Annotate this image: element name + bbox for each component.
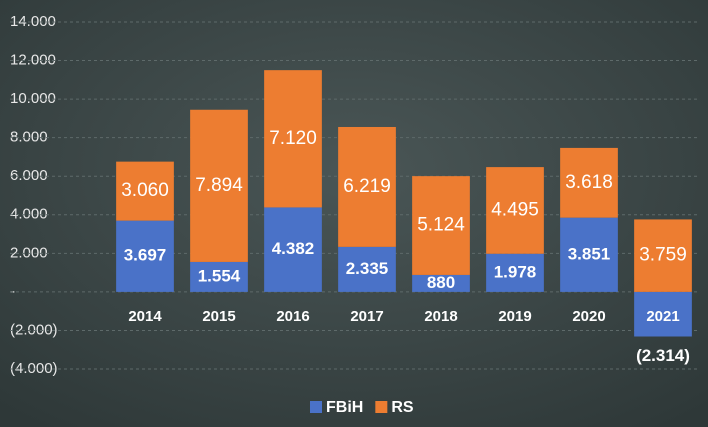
y-tick-label: (2.000): [10, 321, 58, 338]
data-label: 3.060: [121, 180, 169, 201]
data-label: 4.495: [491, 199, 539, 220]
bar: [116, 161, 174, 221]
bar: [190, 261, 248, 292]
bar: [486, 167, 544, 254]
data-label: 3.851: [568, 244, 611, 263]
bar: [486, 253, 544, 292]
y-tick-label: 8.000: [10, 129, 48, 146]
data-label: 7.894: [195, 175, 243, 196]
data-label: 880: [427, 273, 455, 292]
x-tick-label: 2016: [276, 308, 309, 325]
bar: [560, 217, 618, 292]
bar: [264, 207, 322, 292]
data-label: 5.124: [417, 215, 465, 236]
y-tick-label: -: [10, 283, 15, 300]
bar: [412, 274, 470, 292]
legend-swatch: [310, 401, 322, 413]
x-tick-label: 2021: [646, 308, 679, 325]
data-label: 6.219: [343, 176, 391, 197]
data-label: 2.335: [346, 259, 389, 278]
legend-swatch: [375, 401, 388, 413]
data-label: 7.120: [269, 128, 317, 149]
data-label: 3.618: [565, 172, 613, 193]
data-label: 1.978: [494, 262, 537, 281]
x-tick-label: 2015: [202, 308, 235, 325]
data-label: 1.554: [198, 266, 241, 285]
data-label: 3.697: [124, 246, 167, 265]
x-tick-label: 2020: [572, 308, 605, 325]
y-tick-label: 10.000: [10, 90, 56, 107]
legend-label: RS: [391, 399, 414, 416]
bar: [264, 70, 322, 208]
y-tick-label: 12.000: [10, 52, 56, 69]
bar: [560, 147, 618, 218]
bar: [412, 176, 470, 275]
bar: [338, 126, 396, 247]
data-label: 3.759: [639, 245, 687, 266]
x-tick-label: 2017: [350, 308, 383, 325]
data-label: (2.314): [636, 346, 690, 365]
bar: [634, 219, 692, 292]
data-label: 4.382: [272, 239, 315, 258]
legend-label: FBiH: [326, 399, 363, 416]
bar: [338, 246, 396, 292]
y-tick-label: 4.000: [10, 206, 48, 223]
x-tick-label: 2018: [424, 308, 457, 325]
x-tick-label: 2019: [498, 308, 531, 325]
y-tick-label: 6.000: [10, 167, 48, 184]
bar: [116, 220, 174, 292]
bar: [634, 291, 692, 337]
y-tick-label: 14.000: [10, 13, 56, 30]
x-tick-label: 2014: [128, 308, 162, 325]
bar: [190, 109, 248, 262]
y-tick-label: 2.000: [10, 244, 48, 261]
y-tick-label: (4.000): [10, 360, 58, 377]
